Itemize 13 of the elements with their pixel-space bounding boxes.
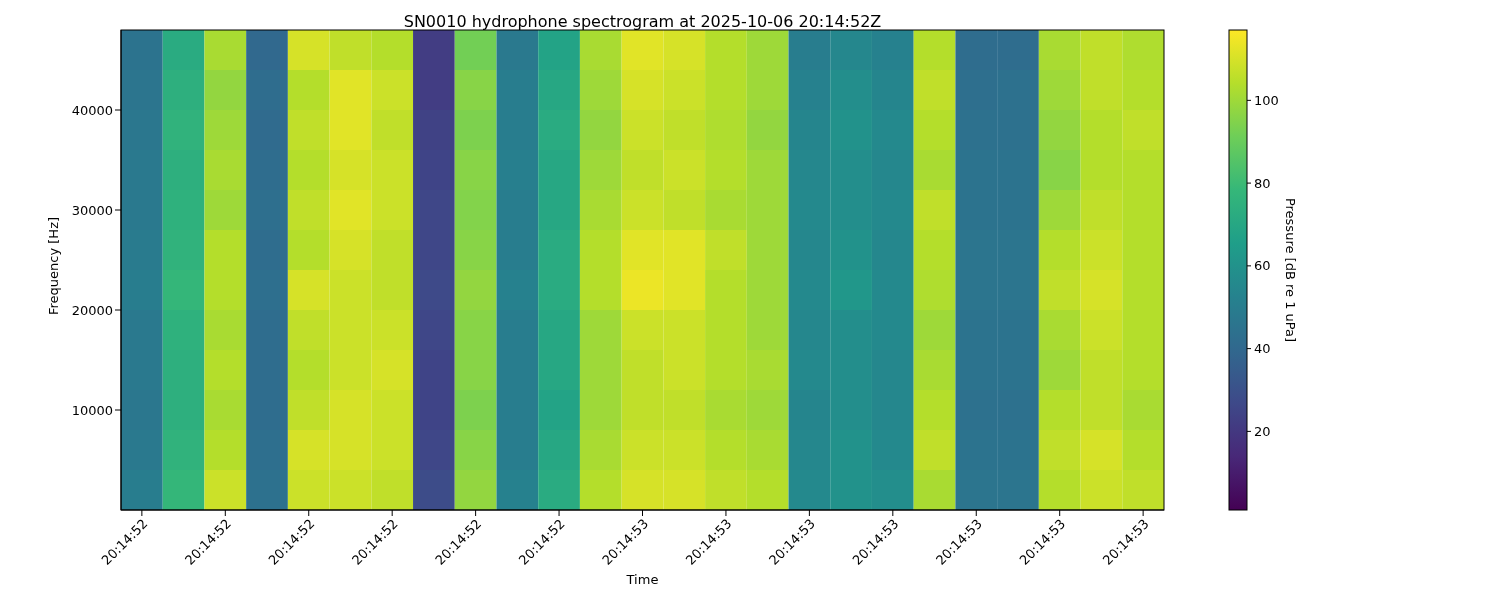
y-tick-label: 40000 [71, 102, 113, 118]
color-bar-title: Pressure [dB re 1 uPa] [1283, 197, 1298, 343]
chart-title: SN0010 hydrophone spectrogram at 2025-10-06 20:14:52Z [402, 12, 883, 31]
color-bar-label: 80 [1254, 175, 1271, 191]
y-tick-label: 10000 [71, 402, 113, 418]
color-bar-label: 40 [1254, 341, 1271, 357]
y-tick-label: 30000 [71, 202, 113, 218]
color-bar-label: 100 [1254, 92, 1279, 108]
y-axis-title: Frequency [Hz] [45, 216, 61, 315]
y-tick-label: 20000 [71, 302, 113, 318]
color-bar-label: 60 [1254, 258, 1271, 274]
color-bar-label: 20 [1254, 423, 1271, 439]
x-axis-title: Time [625, 572, 659, 587]
